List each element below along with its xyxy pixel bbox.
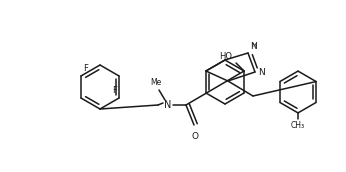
Text: N: N <box>164 100 172 110</box>
Text: HO: HO <box>219 52 232 61</box>
Text: H: H <box>251 43 256 48</box>
Text: N: N <box>250 42 257 51</box>
Text: F: F <box>83 64 88 73</box>
Text: Me: Me <box>151 78 162 87</box>
Text: F: F <box>112 86 117 95</box>
Text: N: N <box>258 67 265 77</box>
Text: CH₃: CH₃ <box>291 121 305 130</box>
Text: O: O <box>191 132 199 141</box>
